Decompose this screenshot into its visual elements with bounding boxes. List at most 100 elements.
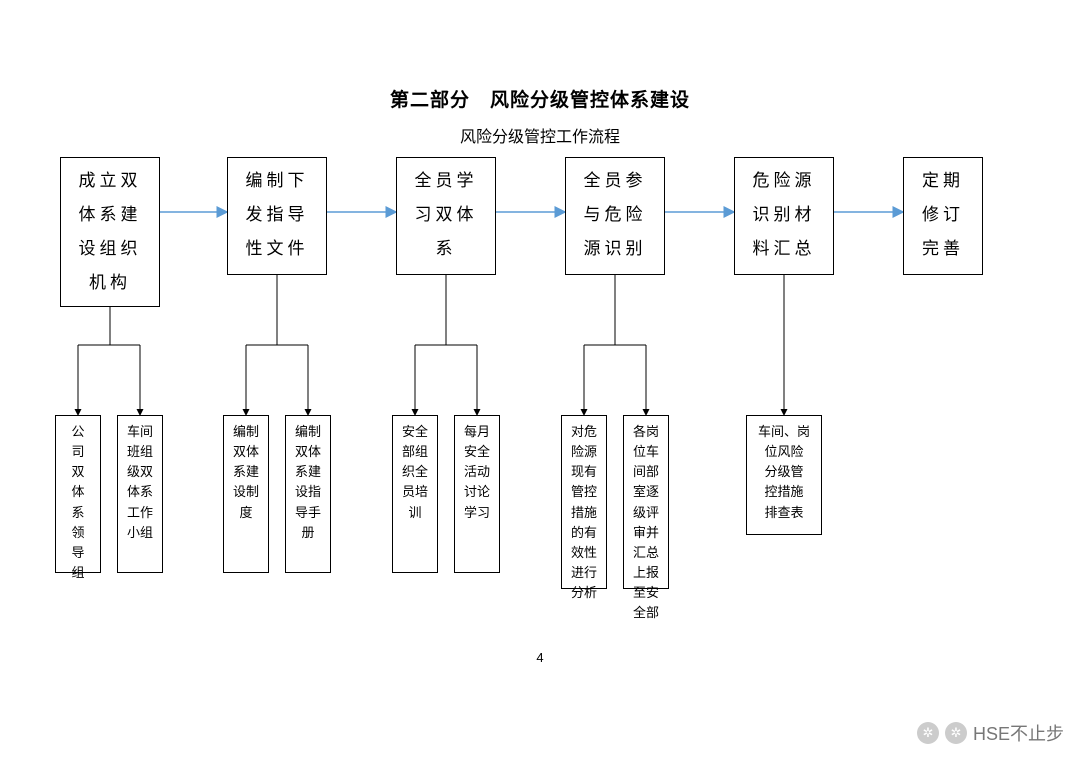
subnode-line: 控措施	[747, 482, 821, 502]
node-line: 定期	[904, 164, 982, 198]
flow-node-n5: 危险源识别材料汇总	[734, 157, 834, 275]
subnode-line: 班组	[118, 442, 162, 462]
subnode-line: 领	[56, 523, 100, 543]
subnode-line: 训	[393, 503, 437, 523]
subnode-line: 险源	[562, 442, 606, 462]
subnode-line: 至安	[624, 583, 668, 603]
flow-node-n6: 定期修订完善	[903, 157, 983, 275]
node-line: 成立双	[61, 164, 159, 198]
subnode-line: 每月	[455, 422, 499, 442]
node-line: 编制下	[228, 164, 326, 198]
subnode-line: 审并	[624, 523, 668, 543]
subnode-line: 体系	[118, 482, 162, 502]
subnode-line: 活动	[455, 462, 499, 482]
subnode-line: 讨论	[455, 482, 499, 502]
node-line: 完善	[904, 232, 982, 266]
flow-subnode-s1b: 车间班组级双体系工作小组	[117, 415, 163, 573]
wechat-icon: ✲	[945, 722, 967, 744]
subnode-line: 对危	[562, 422, 606, 442]
subnode-line: 公	[56, 422, 100, 442]
flow-subnode-s5a: 车间、岗位风险分级管控措施排查表	[746, 415, 822, 535]
node-line: 系	[397, 232, 495, 266]
subnode-line: 措施	[562, 503, 606, 523]
flow-subnode-s2b: 编制双体系建设指导手册	[285, 415, 331, 573]
subnode-line: 设制	[224, 482, 268, 502]
subnode-line: 级评	[624, 503, 668, 523]
subnode-line: 全部	[624, 603, 668, 623]
flow-node-n4: 全员参与危险源识别	[565, 157, 665, 275]
subnode-line: 位车	[624, 442, 668, 462]
node-line: 设组织	[61, 232, 159, 266]
subnode-line: 级双	[118, 462, 162, 482]
subnode-line: 系	[56, 503, 100, 523]
subnode-line: 室逐	[624, 482, 668, 502]
node-line: 全员学	[397, 164, 495, 198]
flow-node-n2: 编制下发指导性文件	[227, 157, 327, 275]
subnode-line: 司	[56, 442, 100, 462]
subnode-line: 汇总	[624, 543, 668, 563]
flow-subnode-s4b: 各岗位车间部室逐级评审并汇总上报至安全部	[623, 415, 669, 589]
subnode-line: 双体	[286, 442, 330, 462]
node-line: 危险源	[735, 164, 833, 198]
subnode-line: 位风险	[747, 442, 821, 462]
subnode-line: 导手	[286, 503, 330, 523]
node-line: 发指导	[228, 198, 326, 232]
wechat-icon: ✲	[917, 722, 939, 744]
subnode-line: 安全	[393, 422, 437, 442]
section-subtitle: 风险分级管控工作流程	[0, 123, 1080, 147]
subnode-line: 间部	[624, 462, 668, 482]
flow-subnode-s3b: 每月安全活动讨论学习	[454, 415, 500, 573]
subnode-line: 排查表	[747, 503, 821, 523]
subnode-line: 各岗	[624, 422, 668, 442]
watermark: ✲ ✲ HSE不止步	[917, 720, 1064, 746]
flow-subnode-s1a: 公司双体系领导组	[55, 415, 101, 573]
node-line: 机构	[61, 266, 159, 300]
subnode-line: 系建	[286, 462, 330, 482]
flow-subnode-s2a: 编制双体系建设制度	[223, 415, 269, 573]
subnode-line: 效性	[562, 543, 606, 563]
subnode-line: 编制	[224, 422, 268, 442]
node-line: 习双体	[397, 198, 495, 232]
node-line: 性文件	[228, 232, 326, 266]
subnode-line: 分级管	[747, 462, 821, 482]
subnode-line: 现有	[562, 462, 606, 482]
node-line: 料汇总	[735, 232, 833, 266]
watermark-text: HSE不止步	[973, 720, 1064, 746]
subnode-line: 学习	[455, 503, 499, 523]
flow-subnode-s3a: 安全部组织全员培训	[392, 415, 438, 573]
subnode-line: 双	[56, 462, 100, 482]
node-line: 识别材	[735, 198, 833, 232]
subnode-line: 车间	[118, 422, 162, 442]
subnode-line: 编制	[286, 422, 330, 442]
subnode-line: 组	[56, 563, 100, 583]
node-line: 全员参	[566, 164, 664, 198]
subnode-line: 册	[286, 523, 330, 543]
subnode-line: 工作	[118, 503, 162, 523]
subnode-line: 导	[56, 543, 100, 563]
section-title: 第二部分 风险分级管控体系建设	[0, 85, 1080, 112]
flow-subnode-s4a: 对危险源现有管控措施的有效性进行分析	[561, 415, 607, 589]
subnode-line: 度	[224, 503, 268, 523]
subnode-line: 的有	[562, 523, 606, 543]
flow-node-n1: 成立双体系建设组织机构	[60, 157, 160, 307]
subnode-line: 系建	[224, 462, 268, 482]
node-line: 与危险	[566, 198, 664, 232]
node-line: 修订	[904, 198, 982, 232]
page-number: 4	[0, 650, 1080, 665]
subnode-line: 织全	[393, 462, 437, 482]
subnode-line: 进行	[562, 563, 606, 583]
subnode-line: 部组	[393, 442, 437, 462]
subnode-line: 车间、岗	[747, 422, 821, 442]
subnode-line: 员培	[393, 482, 437, 502]
subnode-line: 设指	[286, 482, 330, 502]
subnode-line: 体	[56, 482, 100, 502]
node-line: 体系建	[61, 198, 159, 232]
subnode-line: 安全	[455, 442, 499, 462]
subnode-line: 双体	[224, 442, 268, 462]
flow-node-n3: 全员学习双体系	[396, 157, 496, 275]
node-line: 源识别	[566, 232, 664, 266]
subnode-line: 分析	[562, 583, 606, 603]
subnode-line: 小组	[118, 523, 162, 543]
subnode-line: 上报	[624, 563, 668, 583]
subnode-line: 管控	[562, 482, 606, 502]
